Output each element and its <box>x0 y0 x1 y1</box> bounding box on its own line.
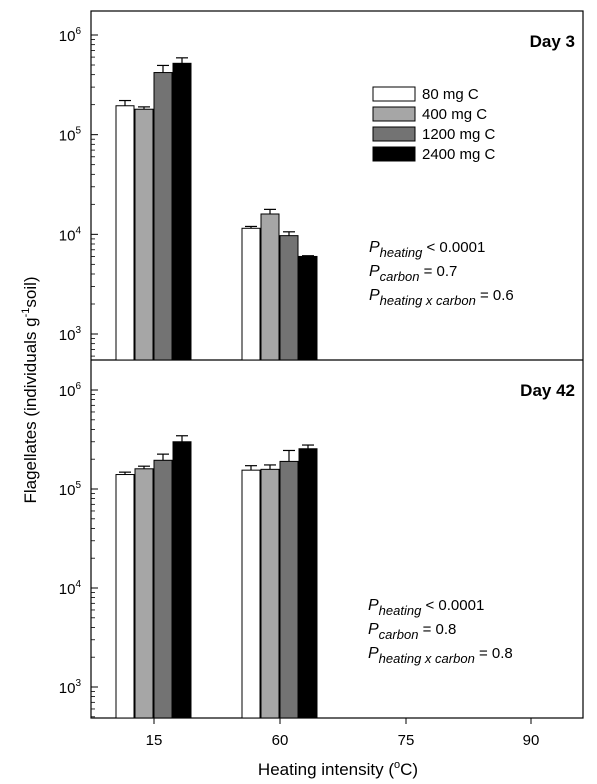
stat-p: P <box>368 621 379 638</box>
y-tick-exp: 6 <box>75 26 81 37</box>
bar <box>260 213 280 361</box>
y-tick-exp: 5 <box>75 126 81 137</box>
x-axis-title: Heating intensity (oC) <box>258 759 418 779</box>
legend-swatch <box>372 146 416 162</box>
stat-line: Pheating x carbon = 0.8 <box>368 645 513 666</box>
legend-label: 1200 mg C <box>422 126 496 143</box>
y-tick-label: 105 <box>59 480 82 499</box>
x-tick-label: 15 <box>146 732 163 749</box>
stat-sub: heating x carbon <box>379 651 475 666</box>
legend-label: 400 mg C <box>422 106 487 123</box>
y-tick-label: 103 <box>59 325 82 344</box>
y-tick-label: 106 <box>59 381 82 400</box>
stat-p: P <box>369 239 380 256</box>
y-tick-exp: 3 <box>75 325 81 336</box>
bar <box>153 459 173 719</box>
legend-label: 2400 mg C <box>422 146 496 163</box>
bar <box>172 441 192 719</box>
stat-p: P <box>369 263 380 280</box>
bar <box>172 62 192 361</box>
stat-sub: carbon <box>379 627 419 642</box>
stat-line: Pcarbon = 0.8 <box>368 621 456 642</box>
y-tick-exp: 3 <box>75 678 81 689</box>
y-tick-label: 106 <box>59 26 82 45</box>
stat-p: P <box>369 287 380 304</box>
y-tick-label: 103 <box>59 678 82 697</box>
x-tick-label: 75 <box>398 732 415 749</box>
x-tick-label: 60 <box>272 732 289 749</box>
stat-sub: carbon <box>380 269 420 284</box>
legend-label: 80 mg C <box>422 86 479 103</box>
bar <box>115 105 135 361</box>
legend-swatch <box>372 106 416 122</box>
y-axis-title: Flagellates (individuals g-1soil) <box>20 276 40 503</box>
panel-title: Day 3 <box>530 32 575 51</box>
stat-rest: = 0.7 <box>419 263 457 280</box>
stat-sub: heating <box>379 603 422 618</box>
legend: 80 mg C 400 mg C 1200 mg C 2400 mg C <box>372 86 496 163</box>
bar <box>153 72 173 361</box>
bar <box>134 108 154 361</box>
stat-rest: = 0.8 <box>475 645 513 662</box>
bar <box>115 474 135 719</box>
y-tick-base: 10 <box>59 227 76 244</box>
bar <box>134 468 154 719</box>
stat-sub: heating <box>380 245 423 260</box>
plot-frame <box>90 10 584 719</box>
bar <box>298 448 318 719</box>
y-tick-base: 10 <box>59 383 76 400</box>
y-tick-exp: 5 <box>75 480 81 491</box>
stat-rest: < 0.0001 <box>422 239 485 256</box>
y-tick-base: 10 <box>59 482 76 499</box>
y-tick-label: 105 <box>59 126 82 145</box>
stat-rest: = 0.8 <box>418 621 456 638</box>
bar <box>279 460 299 719</box>
stat-p: P <box>368 597 379 614</box>
stat-sub: heating x carbon <box>380 293 476 308</box>
panel-title: Day 42 <box>520 381 575 400</box>
y-tick-base: 10 <box>59 128 76 145</box>
legend-swatch <box>372 126 416 142</box>
stat-line: Pheating < 0.0001 <box>369 239 485 260</box>
stat-p: P <box>368 645 379 662</box>
y-tick-exp: 6 <box>75 381 81 392</box>
y-tick-base: 10 <box>59 581 76 598</box>
y-tick-exp: 4 <box>75 579 81 590</box>
bar <box>260 468 280 719</box>
stat-line: Pheating x carbon = 0.6 <box>369 287 514 308</box>
y-tick-exp: 4 <box>75 225 81 236</box>
y-tick-base: 10 <box>59 28 76 45</box>
y-tick-base: 10 <box>59 327 76 344</box>
stat-line: Pcarbon = 0.7 <box>369 263 457 284</box>
bar <box>241 469 261 719</box>
stat-line: Pheating < 0.0001 <box>368 597 484 618</box>
bar <box>298 255 318 361</box>
stat-rest: = 0.6 <box>476 287 514 304</box>
stat-rest: < 0.0001 <box>421 597 484 614</box>
bar <box>279 235 299 361</box>
x-tick-label: 90 <box>523 732 540 749</box>
y-tick-label: 104 <box>59 225 82 244</box>
bar <box>241 227 261 361</box>
legend-swatch <box>372 86 416 102</box>
y-tick-label: 104 <box>59 579 82 598</box>
y-tick-base: 10 <box>59 680 76 697</box>
